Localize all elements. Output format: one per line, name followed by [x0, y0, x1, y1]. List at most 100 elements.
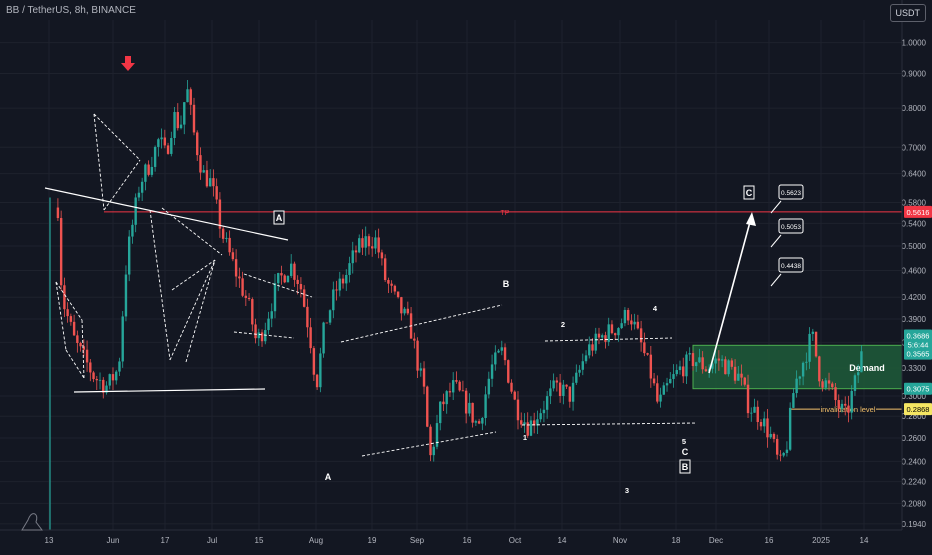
x-tick-label: Dec [709, 536, 723, 545]
price-label: 0.5616 [907, 208, 930, 217]
candle-body [792, 393, 795, 408]
candle-body [341, 278, 345, 284]
target-callout-label: 0.4438 [781, 263, 801, 270]
candle-body [607, 324, 610, 342]
candle-body [89, 362, 92, 373]
candle-body [753, 406, 756, 413]
candle-body [238, 276, 241, 279]
candle-body [173, 112, 176, 139]
pattern-dashed-line [149, 209, 171, 361]
wave-label: 4 [653, 304, 658, 313]
candle-body [724, 359, 727, 375]
candle-body [523, 422, 526, 425]
candle-body [769, 433, 772, 438]
candle-body [516, 399, 520, 421]
candle-body [714, 358, 717, 364]
pattern-dashed-line [65, 349, 85, 379]
wave-label: B [682, 462, 689, 472]
candle-body [264, 330, 267, 342]
price-label-bg [904, 205, 932, 218]
y-tick-label: 0.5400 [902, 219, 927, 228]
target-callout-label: 0.5623 [781, 190, 801, 197]
candle-body [435, 423, 439, 447]
price-label-bg [904, 382, 932, 395]
candle-body [455, 380, 458, 382]
candle-body [672, 374, 675, 379]
candle-body [562, 384, 565, 397]
price-label-bg [904, 347, 932, 360]
candle-body [315, 374, 319, 388]
candle-body [218, 199, 222, 229]
candle-body [507, 360, 510, 383]
candle-body [737, 373, 740, 381]
candle-body [646, 353, 649, 355]
candle-body [669, 378, 672, 384]
candle-body [549, 388, 552, 397]
candle-body [513, 391, 516, 400]
candle-body [374, 237, 377, 249]
candle-body [247, 297, 251, 300]
candle-body [785, 449, 789, 453]
candle-body [597, 333, 601, 338]
pattern-dashed-line [55, 281, 83, 321]
candle-body [150, 166, 154, 175]
pattern-dashed-line [544, 337, 673, 342]
candle-body [552, 380, 555, 389]
price-label: 5:6:44 [908, 340, 929, 349]
candle-body [205, 170, 209, 187]
candle-body [367, 236, 371, 247]
candle-body [529, 420, 533, 436]
wave-label: 5 [682, 437, 686, 446]
candle-body [393, 285, 397, 292]
target-pointer [770, 273, 782, 287]
target-callout-box [778, 218, 804, 234]
target-pointer [770, 234, 782, 248]
candle-body [176, 112, 179, 129]
candle-body [170, 138, 173, 154]
candle-body [98, 379, 102, 381]
candle-body [59, 218, 63, 286]
candle-body [584, 355, 588, 362]
candle-body [649, 354, 653, 379]
y-tick-label: 0.8000 [902, 104, 927, 113]
candle-body [244, 295, 248, 298]
candle-body [458, 381, 461, 391]
y-tick-label: 0.7000 [902, 143, 927, 152]
candle-body [581, 361, 584, 370]
pattern-dashed-line [185, 259, 216, 363]
candle-body [273, 283, 277, 312]
candle-body [837, 400, 840, 409]
candle-body [286, 275, 290, 283]
candle-body [102, 379, 105, 393]
candle-body [82, 346, 86, 350]
x-tick-label: Nov [613, 536, 627, 545]
candle-body [500, 347, 503, 351]
price-label-bg [904, 338, 932, 351]
pattern-dashed-line [93, 113, 105, 211]
candle-body [383, 258, 387, 281]
wave-label-box [679, 459, 691, 474]
pattern-dashed-line [361, 431, 497, 457]
candle-body [688, 353, 691, 355]
target-pointer [770, 200, 782, 214]
x-tick-label: 14 [860, 536, 869, 545]
candle-body [730, 360, 734, 367]
candle-body [108, 374, 111, 386]
wave-label: B [503, 279, 510, 289]
candle-body [432, 446, 435, 456]
candle-body [571, 382, 575, 402]
candle-body [788, 407, 792, 450]
candle-body [166, 145, 170, 154]
candle-body [814, 331, 818, 357]
candle-body [461, 390, 465, 392]
wave-label: C [746, 188, 753, 198]
candle-body [416, 340, 419, 371]
candle-body [445, 391, 448, 405]
y-tick-label: 0.3000 [902, 392, 927, 401]
currency-button[interactable]: USDT [889, 4, 926, 22]
candle-body [821, 381, 824, 388]
candle-body [422, 368, 426, 387]
candle-body [234, 259, 238, 277]
